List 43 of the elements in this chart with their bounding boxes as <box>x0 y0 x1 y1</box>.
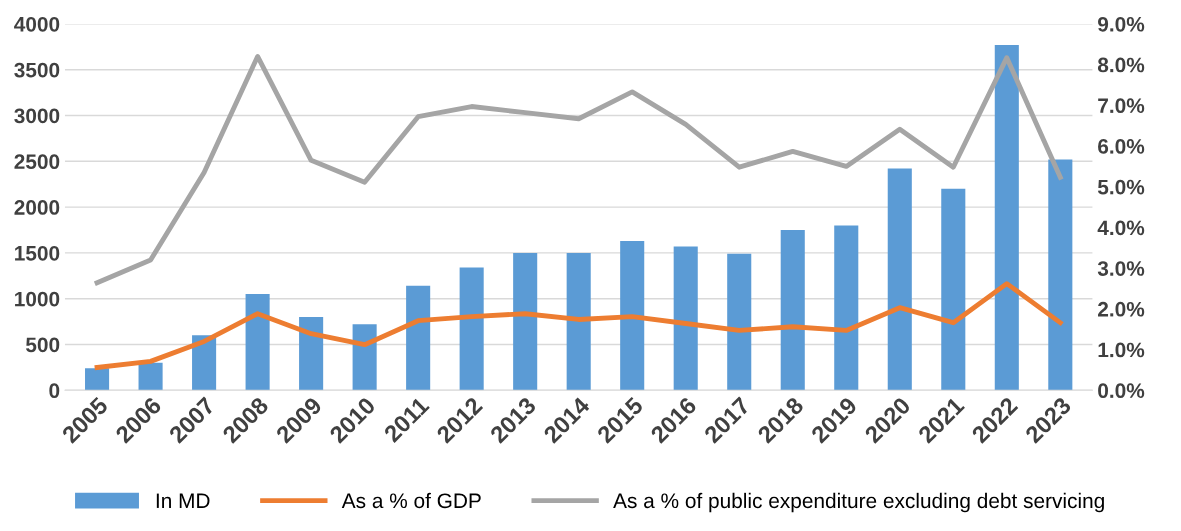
y-tick-label: 3000 <box>14 108 60 124</box>
y2-tick-label: 2.0% <box>1098 301 1145 317</box>
y2-tick-label: 9.0% <box>1098 16 1145 32</box>
bar <box>352 324 377 391</box>
bar <box>299 317 324 391</box>
bar <box>85 368 110 391</box>
bar <box>941 188 966 391</box>
bar <box>192 335 217 391</box>
y2-tick-label: 5.0% <box>1097 179 1145 195</box>
bar <box>994 44 1019 391</box>
y2-tick-label: 8.0% <box>1097 57 1145 73</box>
line-series <box>94 54 1063 286</box>
bar <box>513 252 538 391</box>
legend-label: As a % of GDP <box>341 492 481 509</box>
y-tick-label: 0 <box>49 383 60 399</box>
y-tick-label: 3500 <box>14 62 60 78</box>
bar <box>620 240 645 391</box>
y-tick-label: 2000 <box>14 200 60 215</box>
y-tick-label: 4000 <box>14 16 60 32</box>
bar <box>245 294 270 391</box>
y2-tick-label: 6.0% <box>1098 139 1145 154</box>
legend-label: As a % of public expenditure excluding debt servicing <box>613 492 1104 513</box>
y-tick-label: 1500 <box>15 245 60 261</box>
bar <box>834 225 859 391</box>
legend-label: In MD <box>156 493 210 508</box>
y-tick-label: 1000 <box>15 291 60 307</box>
y2-tick-label: 0.0% <box>1098 383 1145 399</box>
bar <box>138 362 163 391</box>
bar <box>1048 159 1073 391</box>
y2-tick-label: 4.0% <box>1097 220 1145 236</box>
bar <box>887 168 912 391</box>
line-series <box>94 281 1063 370</box>
bar <box>780 229 805 391</box>
bar <box>727 253 752 391</box>
bar <box>459 267 484 391</box>
y2-tick-label: 1.0% <box>1098 342 1145 358</box>
y2-tick-label: 3.0% <box>1097 261 1145 276</box>
bar <box>566 252 591 391</box>
y2-tick-label: 7.0% <box>1098 98 1145 114</box>
y-tick-label: 2500 <box>14 154 60 170</box>
y-tick-label: 500 <box>25 337 60 353</box>
bar <box>673 246 698 391</box>
bar <box>406 285 431 391</box>
